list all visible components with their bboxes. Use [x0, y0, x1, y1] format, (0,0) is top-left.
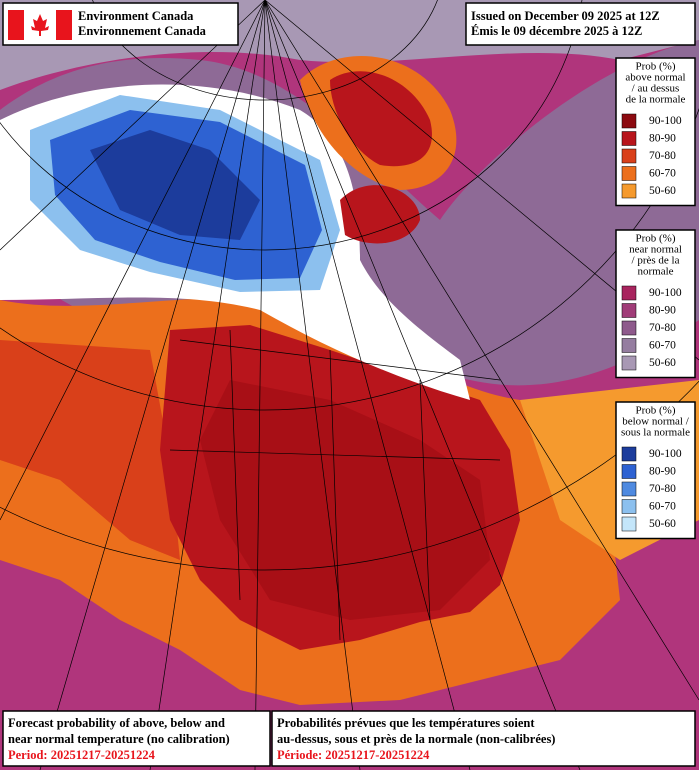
legend-label: 70-80: [649, 483, 676, 495]
legend-label: 90-100: [649, 115, 682, 127]
footer-fr: Probabilités prévues que les température…: [271, 710, 696, 767]
legend-label: 80-90: [649, 305, 676, 317]
footer-line: Forecast probability of above, below and: [8, 716, 225, 730]
legend-swatch: [621, 446, 637, 462]
legend-title: below normal /: [622, 416, 690, 428]
legend-swatch: [621, 148, 637, 164]
legend-swatch: [621, 355, 637, 371]
legend-swatch: [621, 338, 637, 353]
legend-label: 80-90: [649, 466, 676, 478]
legend-swatch: [621, 183, 637, 199]
issued-fr: Émis le 09 décembre 2025 à 12Z: [471, 24, 642, 38]
footer-period: Période: 20251217-20251224: [277, 748, 430, 762]
footer-line: au-dessus, sous et près de la normale (n…: [277, 732, 555, 746]
issued-en: Issued on December 09 2025 at 12Z: [471, 9, 660, 23]
legend-label: 80-90: [649, 133, 676, 145]
legend-label: 60-70: [649, 501, 676, 513]
legend-label: 50-60: [649, 357, 676, 369]
legend-swatch: [621, 499, 637, 514]
legend-title: Prob (%): [635, 61, 675, 73]
legend-swatch: [621, 285, 637, 301]
legend-label: 60-70: [649, 340, 676, 352]
legend-label: 70-80: [649, 150, 676, 162]
legend-title: sous la normale: [621, 427, 690, 439]
legend-title: near normal: [629, 244, 682, 256]
footer-period: Period: 20251217-20251224: [8, 748, 156, 762]
legend-label: 90-100: [649, 287, 682, 299]
footer-line: Probabilités prévues que les température…: [277, 716, 535, 730]
legend-swatch: [621, 320, 637, 336]
legend-title: Prob (%): [635, 405, 675, 417]
legend-title: de la normale: [626, 94, 686, 106]
legend-swatch: [621, 516, 637, 532]
legend-title: above normal: [625, 72, 685, 84]
legend-title: Prob (%): [635, 233, 675, 245]
agency-en: Environment Canada: [78, 9, 194, 23]
legend-title: normale: [637, 266, 673, 278]
legend-swatch: [621, 166, 637, 181]
legend-label: 60-70: [649, 168, 676, 180]
legend-swatch: [621, 481, 637, 497]
legend-label: 50-60: [649, 185, 676, 197]
maple-leaf: [31, 14, 49, 36]
legend-swatch: [621, 303, 637, 318]
legend-swatch: [621, 131, 637, 146]
footer-line: near normal temperature (no calibration): [8, 732, 230, 746]
legend-label: 70-80: [649, 322, 676, 334]
footer-en: Forecast probability of above, below and…: [2, 710, 271, 767]
legend-title: / près de la: [632, 255, 680, 267]
legend-label: 90-100: [649, 448, 682, 460]
legend-label: 50-60: [649, 518, 676, 530]
issued-box: Issued on December 09 2025 at 12Z Émis l…: [465, 2, 696, 46]
legend-swatch: [621, 464, 637, 479]
agency-fr: Environnement Canada: [78, 24, 207, 38]
agency-box: Environment Canada Environnement Canada: [2, 2, 239, 46]
legend-title: / au dessus: [632, 83, 680, 95]
legend-swatch: [621, 113, 637, 129]
